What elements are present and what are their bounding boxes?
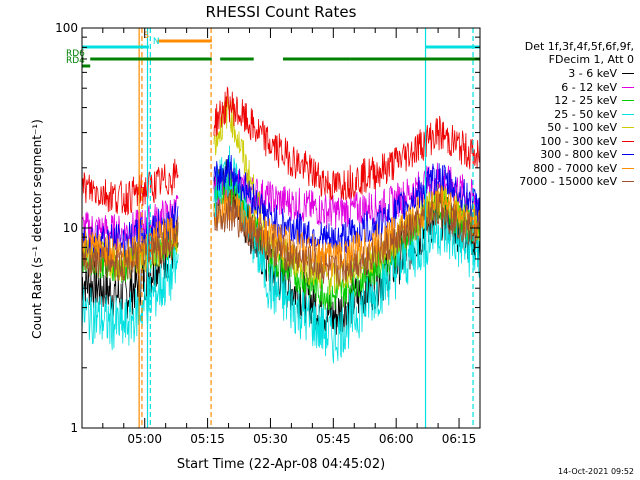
legend-item: 25 - 50 keV bbox=[486, 108, 634, 122]
y-tick-label: 1 bbox=[70, 421, 78, 435]
legend-label: 50 - 100 keV bbox=[547, 121, 617, 135]
flag-label-n: N bbox=[153, 37, 160, 47]
legend-label: 300 - 800 keV bbox=[540, 148, 617, 162]
y-tick-label: 100 bbox=[55, 21, 78, 35]
legend-label: 3 - 6 keV bbox=[568, 67, 617, 81]
legend-swatch bbox=[622, 73, 634, 75]
x-axis-label: Start Time (22-Apr-08 04:45:02) bbox=[177, 457, 385, 472]
legend-label: 800 - 7000 keV bbox=[533, 161, 617, 175]
footer-timestamp: 14-Oct-2021 09:52 bbox=[558, 467, 634, 476]
legend-label: 7000 - 15000 keV bbox=[519, 175, 617, 189]
x-tick-label: 05:30 bbox=[253, 432, 288, 446]
x-tick-label: 06:15 bbox=[442, 432, 477, 446]
flag-label-rd4: RD4 bbox=[66, 56, 85, 66]
series-layer bbox=[82, 86, 480, 364]
legend-item: 3 - 6 keV bbox=[486, 67, 634, 81]
legend-item: 50 - 100 keV bbox=[486, 121, 634, 135]
chart-title: RHESSI Count Rates bbox=[206, 3, 357, 21]
legend-swatch bbox=[622, 154, 634, 156]
legend-swatch bbox=[622, 100, 634, 102]
y-axis-label: Count Rate (s⁻¹ detector segment⁻¹) bbox=[30, 119, 44, 339]
legend-swatch bbox=[622, 127, 634, 129]
legend-label: 100 - 300 keV bbox=[540, 134, 617, 148]
flag-label-s: S bbox=[143, 31, 149, 41]
marker-lines bbox=[138, 28, 474, 428]
x-tick-label: 06:00 bbox=[379, 432, 414, 446]
legend-label: 6 - 12 keV bbox=[561, 80, 617, 94]
flag-label-rd6: RD6 bbox=[66, 49, 85, 59]
y-tick-label: 10 bbox=[63, 221, 78, 235]
legend-swatch bbox=[622, 86, 634, 88]
legend-item: 6 - 12 keV bbox=[486, 81, 634, 95]
legend-swatch bbox=[622, 113, 634, 115]
legend-item: 12 - 25 keV bbox=[486, 94, 634, 108]
legend: Det 1f,3f,4f,5f,6f,9f, FDecim 1, Att 0 3… bbox=[486, 40, 634, 189]
legend-item: 800 - 7000 keV bbox=[486, 162, 634, 176]
x-tick-label: 05:45 bbox=[316, 432, 351, 446]
axes: 1 10 100 05:00 05:15 05:30 05:45 06:00 06:15 bbox=[55, 21, 481, 446]
legend-label: 25 - 50 keV bbox=[554, 107, 617, 121]
legend-item: 7000 - 15000 keV bbox=[486, 175, 634, 189]
legend-header-line2: FDecim 1, Att 0 bbox=[548, 53, 634, 66]
legend-swatch bbox=[622, 140, 634, 142]
legend-item: 300 - 800 keV bbox=[486, 148, 634, 162]
legend-swatch bbox=[622, 181, 634, 183]
legend-swatch bbox=[622, 167, 634, 169]
legend-label: 12 - 25 keV bbox=[554, 94, 617, 108]
legend-item: 100 - 300 keV bbox=[486, 135, 634, 149]
series-line-25-50-kev bbox=[82, 145, 480, 364]
series-line-7000-15000-kev bbox=[82, 192, 480, 287]
x-tick-label: 05:15 bbox=[190, 432, 225, 446]
legend-header-line1: Det 1f,3f,4f,5f,6f,9f, bbox=[524, 40, 634, 53]
x-tick-label: 05:00 bbox=[127, 432, 162, 446]
series-line-100-300-kev bbox=[82, 86, 480, 216]
